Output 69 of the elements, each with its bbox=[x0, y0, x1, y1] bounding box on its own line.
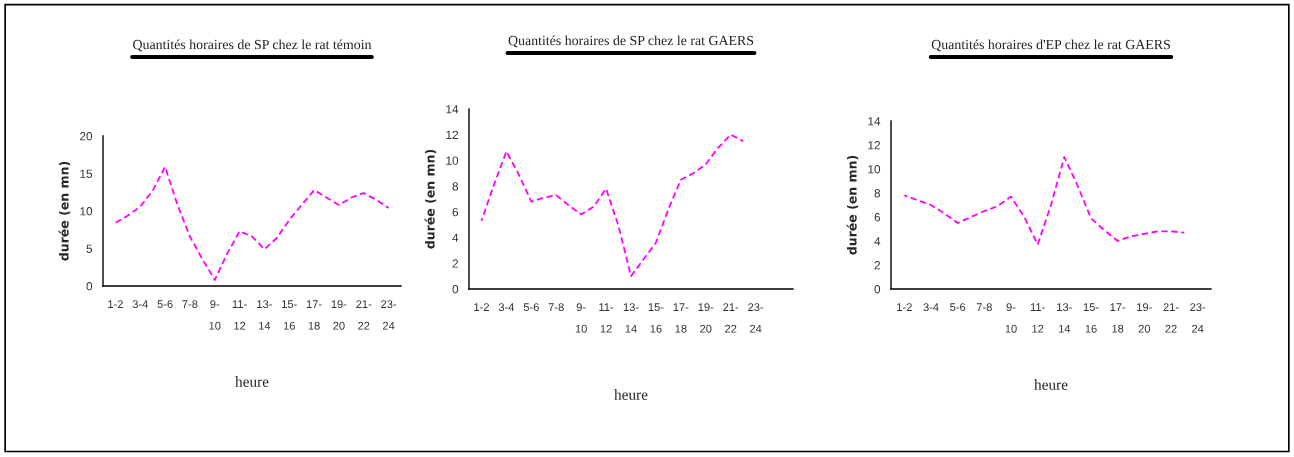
y-tick-label: 6 bbox=[874, 213, 881, 222]
category-label: 23- 24 bbox=[381, 300, 397, 330]
y-axis-title: durée (en mn) bbox=[58, 161, 71, 261]
category-label: 11- 12 bbox=[232, 300, 247, 330]
category-label: 21- 22 bbox=[1163, 303, 1179, 333]
x-tick-label: 7-8 bbox=[548, 303, 564, 312]
x-tick-label: 5-6 bbox=[950, 303, 966, 312]
y-tick-label: 8 bbox=[874, 189, 881, 198]
y-tick-label: 4 bbox=[452, 233, 459, 242]
category-label: 9- 10 bbox=[1005, 303, 1017, 333]
x-tick-label: 5-6 bbox=[523, 303, 539, 312]
y-axis-title: durée (en mn) bbox=[846, 155, 859, 255]
y-tick-label: 4 bbox=[874, 237, 881, 246]
category-label: 23- 24 bbox=[748, 303, 764, 333]
category-label: 11- 12 bbox=[1030, 303, 1045, 333]
y-tick-label: 5 bbox=[86, 244, 93, 253]
x-tick-label: 7-8 bbox=[976, 303, 992, 312]
y-tick-label: 20 bbox=[80, 132, 93, 141]
chart-title: Quantités horaires de SP chez le rat témoin bbox=[133, 39, 372, 52]
line-series bbox=[903, 156, 1186, 246]
category-label: 9- 10 bbox=[209, 300, 221, 330]
y-tick-label: 6 bbox=[452, 207, 459, 217]
line-series bbox=[114, 165, 390, 281]
category-label: 17- 18 bbox=[306, 300, 322, 330]
category-label: 13- 14 bbox=[623, 303, 639, 333]
y-tick-label: 0 bbox=[452, 285, 459, 294]
category-label: 19- 20 bbox=[698, 303, 714, 333]
category-label: 11- 12 bbox=[599, 303, 614, 333]
y-tick-label: 8 bbox=[452, 182, 459, 191]
x-tick-label: 5-6 bbox=[157, 300, 173, 309]
category-label: 21- 22 bbox=[356, 300, 372, 330]
category-label: 15- 16 bbox=[648, 303, 664, 333]
x-axis-title: heure bbox=[614, 389, 648, 400]
category-label: 15- 16 bbox=[1083, 303, 1099, 333]
x-tick-label: 1-2 bbox=[108, 300, 123, 308]
x-tick-label: 7-8 bbox=[182, 300, 198, 309]
category-label: 15- 16 bbox=[282, 300, 297, 330]
y-tick-label: 14 bbox=[868, 117, 881, 126]
y-tick-label: 10 bbox=[80, 207, 93, 216]
category-label: 17- 18 bbox=[1110, 303, 1126, 333]
category-label: 21- 22 bbox=[723, 303, 739, 333]
category-label: 23- 24 bbox=[1190, 303, 1206, 333]
x-tick-label: 1-2 bbox=[474, 303, 489, 311]
y-tick-label: 10 bbox=[446, 156, 459, 165]
x-tick-label: 1-2 bbox=[897, 303, 912, 311]
category-label: 13- 14 bbox=[257, 300, 272, 330]
y-tick-label: 10 bbox=[868, 165, 881, 174]
y-tick-label: 12 bbox=[446, 130, 458, 139]
x-axis-title: heure bbox=[235, 376, 269, 387]
category-label: 19- 20 bbox=[331, 300, 347, 330]
x-tick-label: 3-4 bbox=[132, 300, 148, 309]
y-tick-label: 0 bbox=[86, 282, 93, 291]
y-tick-label: 12 bbox=[868, 141, 880, 150]
x-tick-label: 3-4 bbox=[498, 303, 515, 312]
y-tick-label: 2 bbox=[452, 259, 458, 268]
y-tick-label: 15 bbox=[80, 169, 93, 178]
x-axis-title: heure bbox=[1034, 379, 1068, 390]
chart-title: Quantités horaires d'EP chez le rat GAERS bbox=[931, 39, 1170, 52]
chart-title: Quantités horaires de SP chez le rat GAERS bbox=[508, 35, 754, 48]
category-label: 19- 20 bbox=[1137, 303, 1152, 333]
category-label: 9- 10 bbox=[575, 303, 587, 333]
y-tick-label: 14 bbox=[446, 105, 459, 114]
y-tick-label: 2 bbox=[874, 261, 880, 270]
category-label: 13- 14 bbox=[1057, 303, 1072, 333]
line-series bbox=[480, 133, 745, 278]
y-axis-title: durée (en mn) bbox=[424, 149, 437, 249]
category-label: 17- 18 bbox=[673, 303, 689, 333]
x-tick-label: 3-4 bbox=[923, 303, 939, 312]
y-tick-label: 0 bbox=[874, 285, 881, 294]
